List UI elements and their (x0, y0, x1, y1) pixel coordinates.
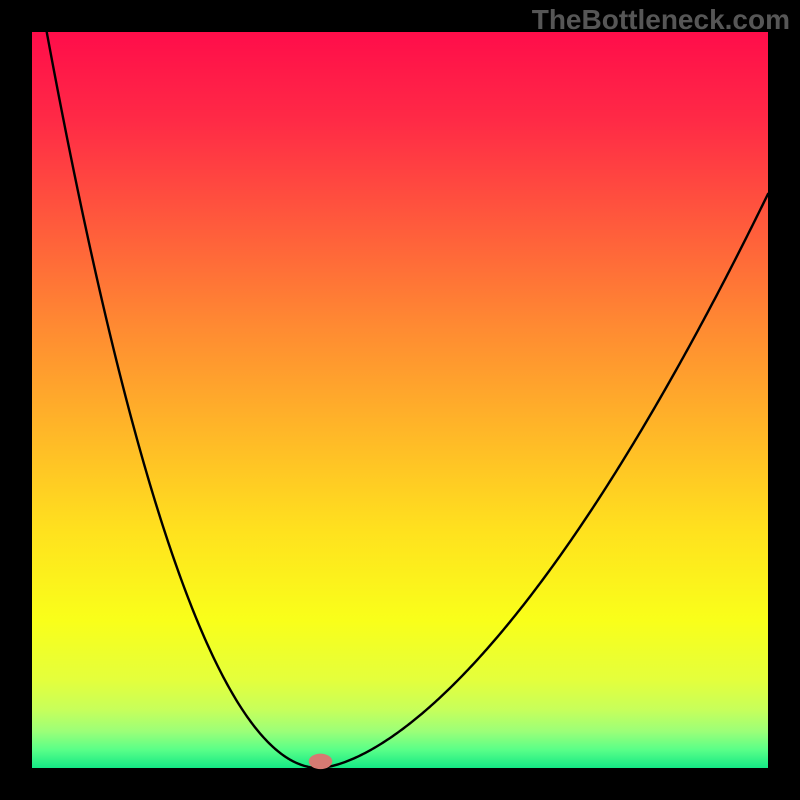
watermark-text: TheBottleneck.com (532, 4, 790, 36)
optimum-marker (309, 754, 333, 769)
chart-stage: TheBottleneck.com (0, 0, 800, 800)
chart-svg (0, 0, 800, 800)
bottleneck-curve (47, 32, 768, 768)
